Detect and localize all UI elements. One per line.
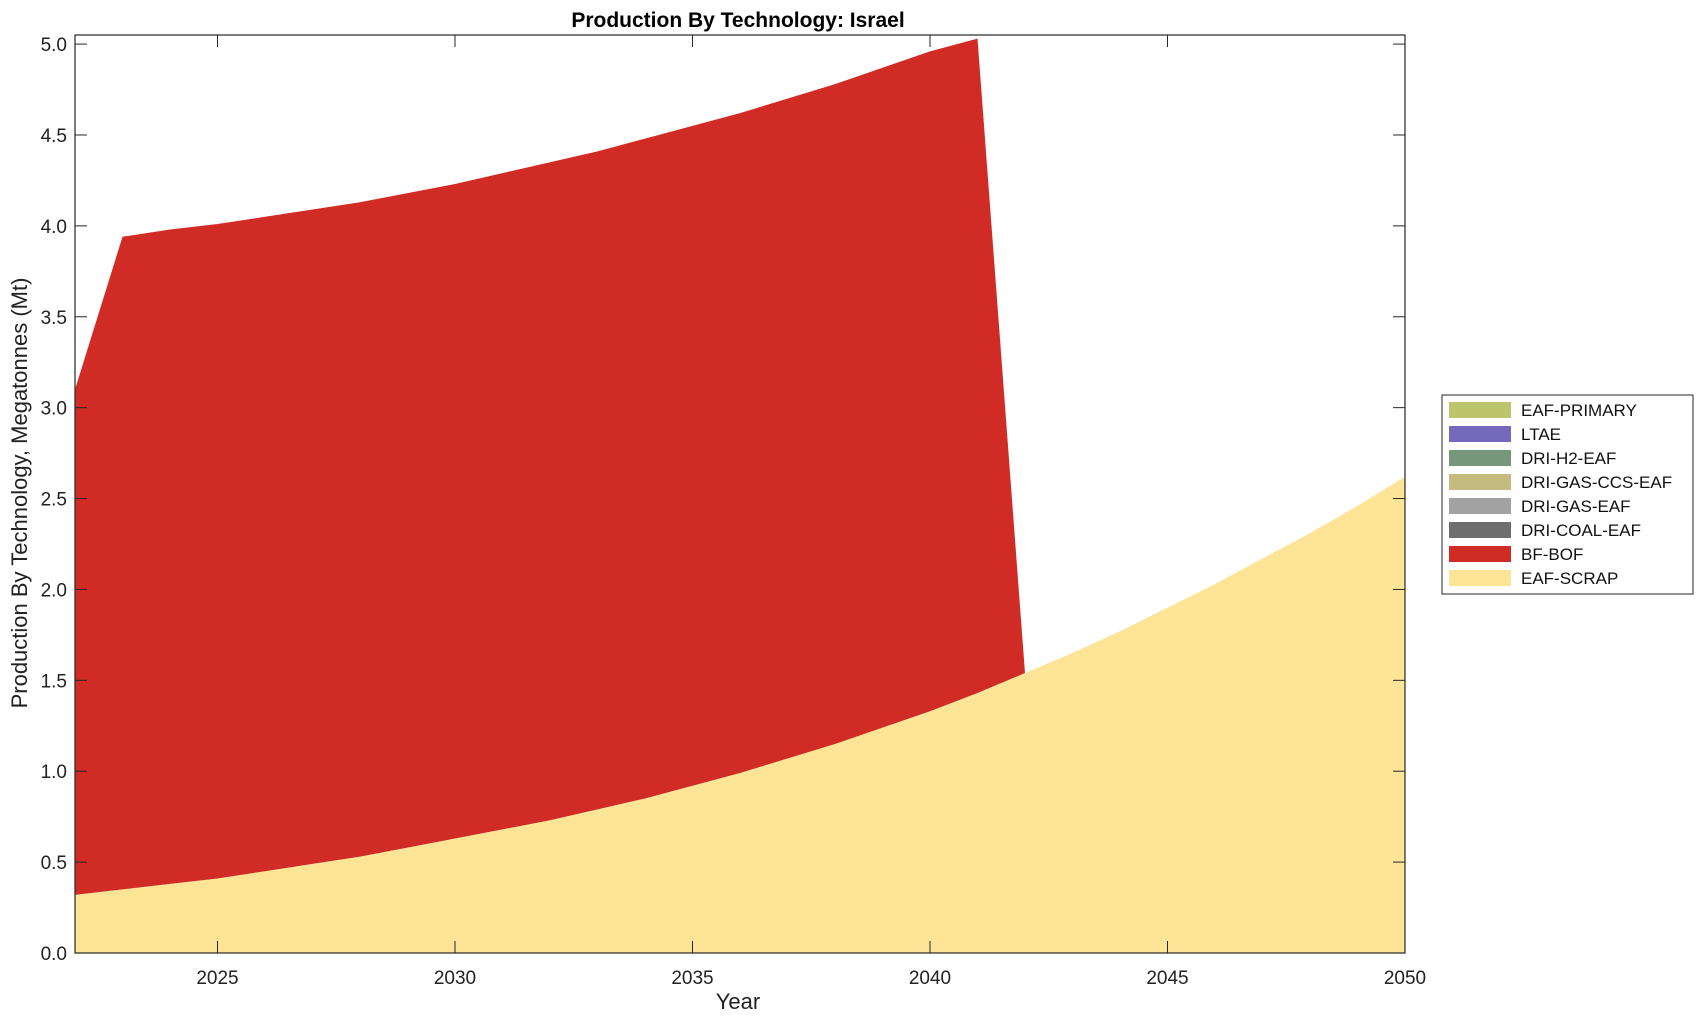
chart-title: Production By Technology: Israel (571, 9, 904, 32)
legend-label: LTAE (1521, 425, 1561, 444)
y-tick-label: 4.0 (41, 217, 67, 238)
y-tick-label: 0.5 (41, 853, 67, 874)
y-tick-label: 1.0 (41, 762, 67, 783)
y-tick-label: 2.5 (41, 490, 67, 511)
legend-label: DRI-GAS-CCS-EAF (1521, 473, 1672, 492)
legend-swatch (1449, 522, 1511, 538)
x-tick-label: 2025 (196, 968, 238, 989)
y-tick-label: 4.5 (41, 126, 67, 147)
legend-swatch (1449, 546, 1511, 562)
legend-swatch (1449, 450, 1511, 466)
x-tick-label: 2030 (434, 968, 476, 989)
legend-swatch (1449, 498, 1511, 514)
legend-box (1441, 394, 1694, 595)
y-tick-label: 3.5 (41, 308, 67, 329)
x-tick-label: 2050 (1384, 968, 1426, 989)
plot-frame (74, 34, 1406, 954)
area-bf-bof (75, 38, 1405, 895)
area-series-group (75, 38, 1405, 953)
legend: EAF-PRIMARY LTAE DRI-H2-EAF DRI-GAS-CCS-EAF… (1441, 394, 1694, 595)
legend-swatch (1449, 402, 1511, 418)
legend-label: DRI-GAS-EAF (1521, 497, 1631, 516)
y-tick-label: 2.0 (41, 580, 67, 601)
x-axis-title: Year (716, 989, 760, 1014)
legend-label: DRI-H2-EAF (1521, 449, 1616, 468)
x-tick-label: 2040 (909, 968, 951, 989)
y-tick-label: 1.5 (41, 671, 67, 692)
x-tick-label: 2035 (671, 968, 713, 989)
y-tick-label: 0.0 (41, 944, 67, 965)
y-axis: 0.0 0.5 1.0 1.5 2.0 2.5 3.0 3.5 4.0 4.5 5.0 (41, 35, 1405, 965)
legend-swatch (1449, 474, 1511, 490)
legend-label: DRI-COAL-EAF (1521, 521, 1641, 540)
legend-swatch (1449, 426, 1511, 442)
legend-swatch (1449, 570, 1511, 586)
y-tick-label: 5.0 (41, 35, 67, 56)
y-axis-title: Production By Technology, Megatonnes (Mt… (7, 278, 32, 709)
y-tick-label: 3.0 (41, 399, 67, 420)
legend-label: BF-BOF (1521, 545, 1583, 564)
area-eaf-scrap (75, 476, 1405, 953)
x-tick-label: 2045 (1146, 968, 1188, 989)
legend-label: EAF-PRIMARY (1521, 401, 1637, 420)
legend-label: EAF-SCRAP (1521, 569, 1618, 588)
x-axis: 2025 2030 2035 2040 2045 2050 (196, 35, 1426, 989)
